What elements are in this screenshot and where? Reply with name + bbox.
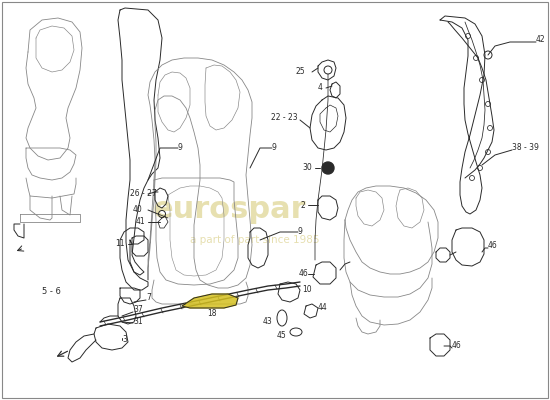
Text: 42: 42 [536,36,546,44]
Polygon shape [182,294,238,308]
Text: 4: 4 [317,84,322,92]
Text: 46: 46 [452,342,462,350]
Text: 11: 11 [115,240,124,248]
Text: 38 - 39: 38 - 39 [512,144,539,152]
Text: 9: 9 [298,228,303,236]
Text: 44: 44 [318,304,328,312]
Text: 46: 46 [488,242,498,250]
Text: 25: 25 [295,68,305,76]
Circle shape [322,162,334,174]
Text: 40: 40 [133,206,143,214]
Text: 9: 9 [178,144,183,152]
Text: 10: 10 [302,286,312,294]
Text: 26 - 27: 26 - 27 [130,190,157,198]
Text: 7: 7 [146,294,151,302]
Text: 30: 30 [302,164,312,172]
Text: 18: 18 [207,310,217,318]
Text: 31: 31 [133,316,142,326]
Text: 37: 37 [133,306,143,314]
Text: 22 - 23: 22 - 23 [271,114,298,122]
Text: 43: 43 [262,318,272,326]
Text: 2: 2 [300,200,305,210]
Text: 9: 9 [272,144,277,152]
Text: 46: 46 [298,268,308,278]
Text: eurospar: eurospar [153,196,307,224]
Text: 3: 3 [122,336,127,344]
Text: a part of part since 1985: a part of part since 1985 [190,235,320,245]
Text: 41: 41 [136,218,146,226]
Text: 5 - 6: 5 - 6 [42,288,61,296]
Text: 45: 45 [276,332,286,340]
